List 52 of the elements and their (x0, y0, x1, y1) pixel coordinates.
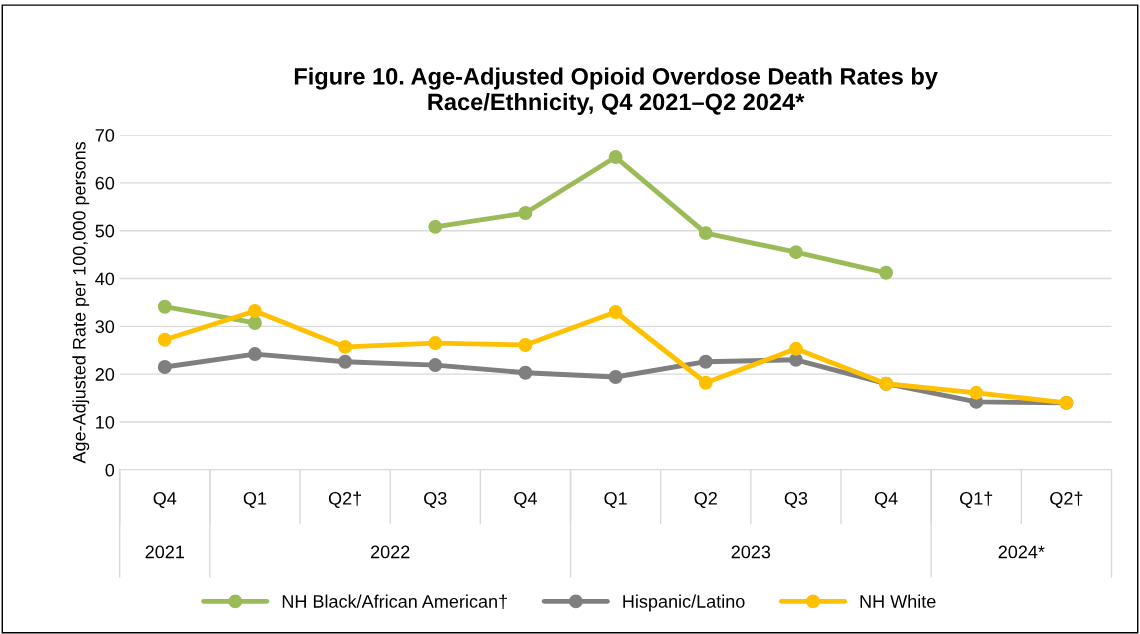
legend-label: Hispanic/Latino (623, 594, 745, 612)
point (338, 354, 353, 369)
y-tick-label: 50 (95, 224, 115, 238)
point (428, 358, 443, 373)
point (969, 385, 984, 400)
point (157, 332, 172, 347)
point (157, 299, 172, 314)
x-tick-label: Q1 (604, 491, 627, 508)
point (698, 226, 713, 241)
point (518, 206, 533, 220)
legend-label: NH White (860, 594, 936, 608)
point (608, 305, 623, 319)
x-tick-label: Q2† (328, 491, 361, 508)
y-tick-label: 0 (105, 463, 115, 477)
point (248, 316, 262, 330)
legend-label: NH Black/African American† (282, 594, 507, 609)
x-tick-label: Q2 (694, 491, 717, 508)
y-axis-title: Age-Adjusted Rate per 100,000 persons (72, 141, 90, 464)
x-tick-label: Q4 (153, 491, 177, 508)
point (608, 370, 623, 384)
x-tick-label: Q4 (514, 491, 537, 508)
point (428, 219, 443, 234)
y-tick-label: 30 (95, 320, 115, 334)
y-tick-label: 40 (95, 272, 115, 286)
text: 2024* (998, 545, 1045, 559)
point (608, 150, 623, 164)
text: 2021 (145, 545, 184, 559)
y-tick-label: 60 (95, 176, 115, 190)
x-tick-label: Q3 (424, 491, 447, 508)
point (698, 354, 713, 369)
point (248, 304, 262, 318)
y-tick-label: 70 (95, 128, 115, 142)
point (338, 339, 353, 354)
text: 2023 (731, 545, 771, 559)
x-tick-label: Q3 (784, 491, 808, 508)
point (428, 336, 443, 351)
point (518, 365, 533, 380)
chart-title: Figure 10. Age-Adjusted Opioid Overdose Death Rates by Race/Ethnicity, Q4 2021–Q2 2024* (294, 67, 938, 115)
x-tick-label: Q1† (960, 491, 993, 508)
point (698, 375, 713, 390)
point (248, 347, 262, 362)
point (879, 265, 894, 280)
x-tick-label: Q4 (874, 491, 898, 508)
text: 2022 (371, 545, 410, 559)
y-tick-label: 20 (95, 368, 115, 381)
point (157, 360, 172, 374)
point (788, 245, 803, 260)
y-tick-label: 10 (96, 415, 115, 429)
point (518, 338, 533, 352)
point (788, 341, 803, 356)
x-tick-label: Q2† (1050, 491, 1083, 508)
x-tick-label: Q1 (243, 491, 267, 508)
